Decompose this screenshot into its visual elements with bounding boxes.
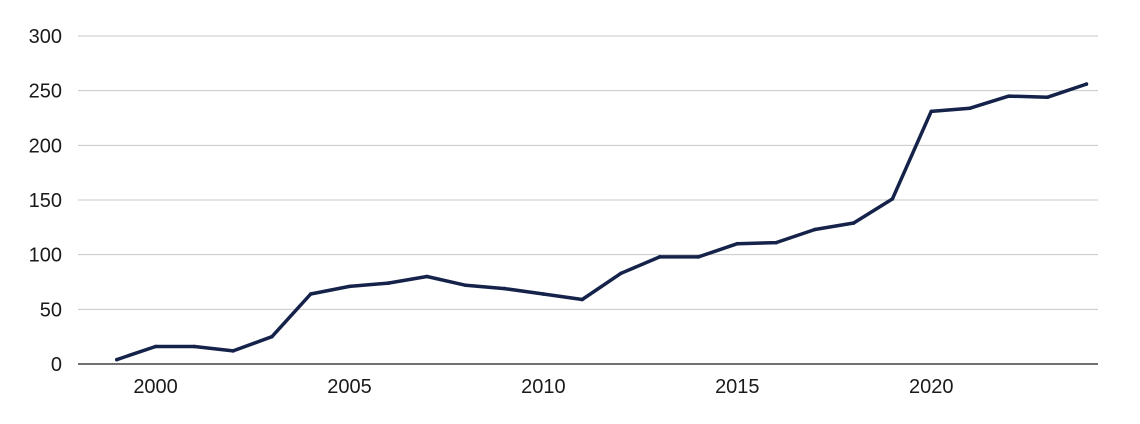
x-tick-label: 2005 <box>327 376 372 398</box>
data-point <box>890 197 895 201</box>
data-point <box>696 255 701 259</box>
y-tick-label: 200 <box>29 135 62 157</box>
data-point <box>308 292 313 296</box>
data-point <box>813 227 817 232</box>
data-point <box>968 106 972 110</box>
data-point <box>735 241 740 246</box>
y-tick-label: 250 <box>29 81 62 103</box>
y-tick-label: 0 <box>51 354 62 376</box>
data-point <box>347 284 352 289</box>
data-point <box>153 344 158 349</box>
data-point <box>580 297 584 302</box>
data-point <box>619 271 623 276</box>
data-point <box>464 283 468 288</box>
series-line-0 <box>115 82 1089 362</box>
data-point <box>386 281 391 285</box>
x-axis-ticks: 2000 2005 2010 2015 2020 <box>133 376 953 398</box>
data-point <box>1045 95 1050 100</box>
y-tick-label: 150 <box>29 190 62 212</box>
data-point <box>192 344 197 349</box>
data-point <box>270 334 274 339</box>
data-point <box>541 292 546 296</box>
y-tick-label: 100 <box>29 245 62 267</box>
series-layer <box>114 82 1089 362</box>
x-tick-label: 2020 <box>909 376 954 398</box>
x-tick-label: 2000 <box>133 376 178 398</box>
data-point <box>929 109 934 114</box>
x-tick-label: 2010 <box>521 376 566 398</box>
data-point <box>1006 94 1011 98</box>
data-point <box>1084 82 1089 86</box>
data-point <box>502 286 507 291</box>
data-point <box>425 274 429 279</box>
data-point <box>774 240 778 245</box>
data-point <box>657 255 662 259</box>
data-point <box>114 357 119 362</box>
data-point <box>231 349 235 353</box>
gridlines <box>78 35 1098 310</box>
y-axis-ticks: 0 50 100 150 200 250 300 <box>29 26 62 376</box>
y-tick-label: 50 <box>40 299 62 321</box>
x-tick-label: 2015 <box>715 376 760 398</box>
y-tick-label: 300 <box>29 26 62 48</box>
data-point <box>851 221 856 225</box>
